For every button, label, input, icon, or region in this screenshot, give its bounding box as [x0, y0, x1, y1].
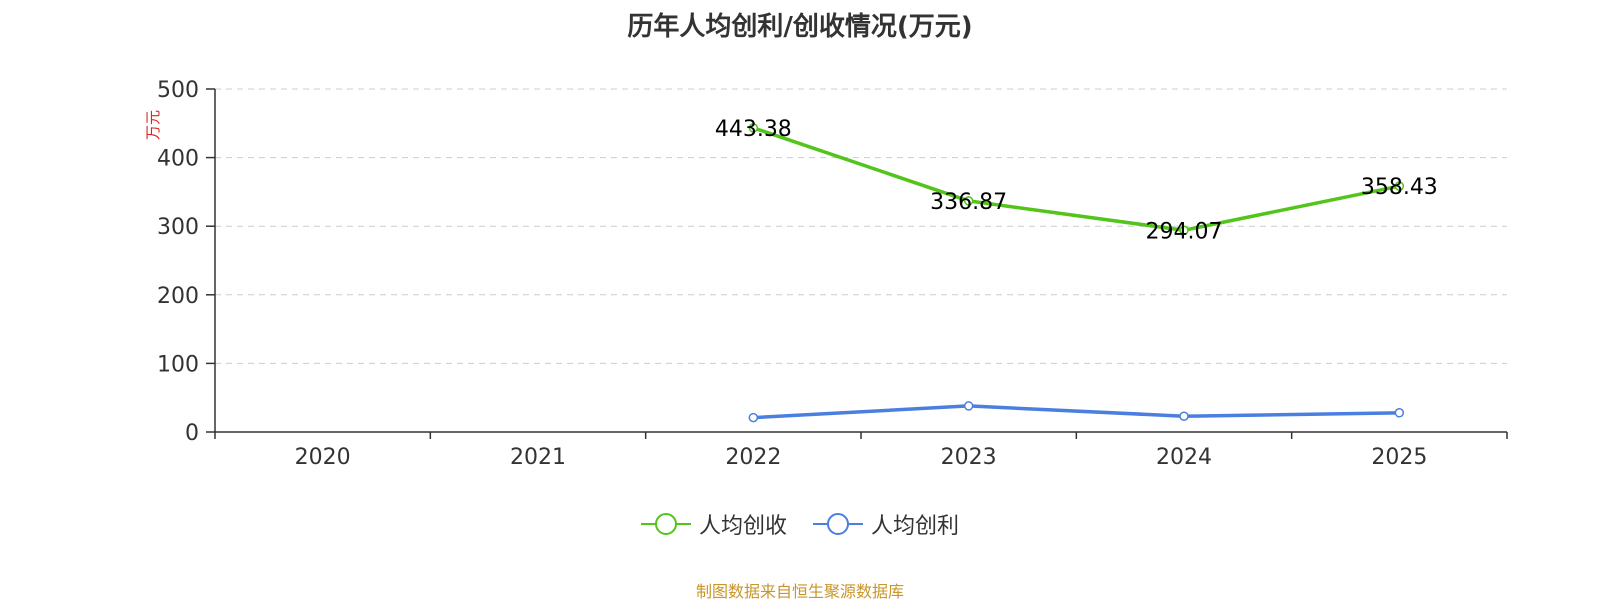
data-source-note: 制图数据来自恒生聚源数据库 — [695, 582, 904, 601]
x-tick-label: 2024 — [1156, 445, 1212, 470]
data-label: 294.07 — [1146, 219, 1223, 244]
x-tick-label: 2025 — [1371, 445, 1427, 470]
series-line-1 — [753, 404, 1400, 420]
data-label: 336.87 — [930, 190, 1007, 215]
legend-revenue-icon — [640, 513, 691, 535]
x-tick-label: 2022 — [725, 445, 781, 470]
grid-lines — [215, 88, 1507, 364]
y-axis: 0 100 200 300 400 500 — [157, 78, 216, 446]
x-tick-label: 2023 — [941, 445, 997, 470]
data-label: 443.38 — [715, 117, 792, 142]
data-point — [1179, 225, 1189, 236]
series-layer: 443.38 336.87 294.07 358.43 — [715, 117, 1438, 423]
data-point — [963, 401, 974, 411]
data-point — [748, 412, 759, 423]
legend-profit-label: 人均创利 — [871, 514, 960, 539]
y-tick-label: 400 — [157, 147, 199, 172]
legend-item-profit[interactable]: 人均创利 — [813, 508, 959, 540]
chart-title: 历年人均创利/创收情况(万元) — [627, 12, 973, 42]
data-point — [1394, 181, 1405, 191]
y-tick-label: 200 — [157, 284, 199, 309]
y-tick-label: 300 — [157, 215, 199, 240]
legend-item-revenue[interactable]: 人均创收 — [640, 508, 787, 540]
x-axis: 2020 2021 2022 2023 2024 2025 — [214, 431, 1508, 470]
y-tick-label: 100 — [157, 352, 199, 377]
data-point — [1394, 408, 1405, 418]
data-point — [963, 196, 974, 206]
legend: 人均创收 人均创利 — [0, 508, 1600, 540]
series-line-0 — [752, 126, 1400, 233]
y-axis-unit-label: 万元 — [144, 110, 162, 140]
data-point — [1179, 411, 1189, 421]
legend-revenue-label: 人均创收 — [698, 514, 787, 539]
y-tick-label: 500 — [157, 78, 199, 103]
data-point — [748, 123, 759, 133]
x-tick-label: 2020 — [295, 445, 351, 470]
x-tick-label: 2021 — [510, 445, 566, 470]
legend-profit-icon — [813, 513, 863, 535]
y-tick-label: 0 — [185, 421, 199, 446]
data-label: 358.43 — [1361, 175, 1438, 200]
